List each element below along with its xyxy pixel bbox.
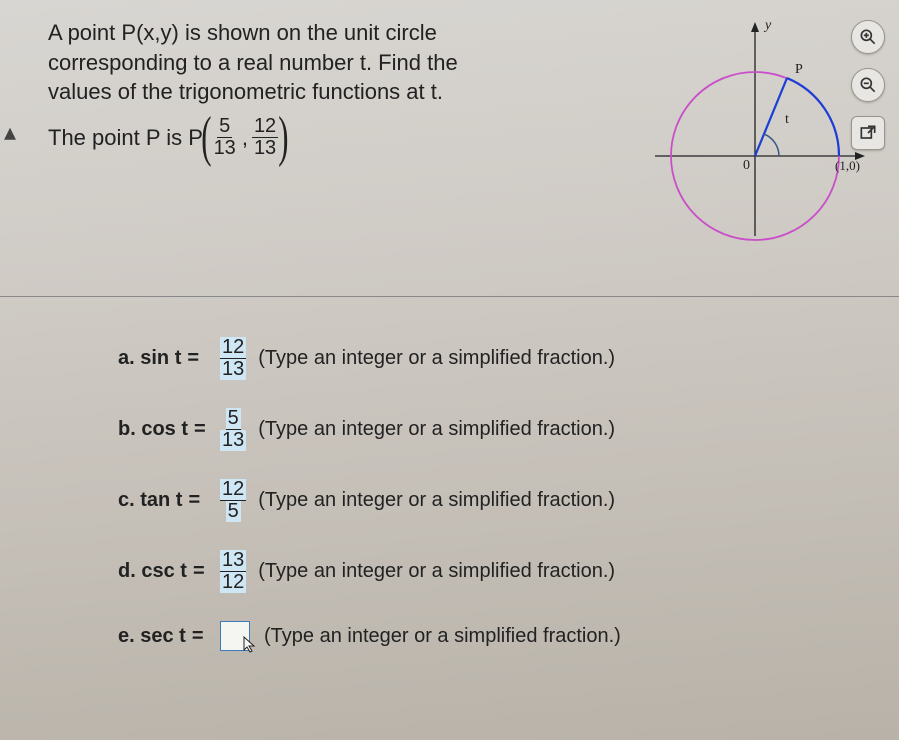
py-den: 13 (252, 138, 278, 159)
p-label: P (795, 62, 803, 78)
cursor-icon (242, 635, 260, 653)
answer-row-d: d. csc t = 13 12 (Type an integer or a s… (118, 550, 879, 593)
point-definition: The point P is P ( 5 13 , 12 13 ) (48, 115, 625, 160)
answer-b-value[interactable]: 5 13 (220, 408, 246, 451)
origin-label: 0 (743, 158, 750, 174)
px-fraction: 5 13 (212, 116, 238, 159)
prompt-line-3: values of the trigonometric functions at… (48, 77, 625, 107)
unit-circle-svg (649, 18, 879, 248)
unit-circle-figure: y x P t 0 (1,0) (649, 18, 879, 248)
answers-list: a. sin t = 12 13 (Type an integer or a s… (48, 327, 879, 651)
scroll-up-indicator: ▴ (4, 118, 16, 147)
open-external-icon (858, 123, 878, 143)
hint-e: (Type an integer or a simplified fractio… (264, 625, 621, 648)
answer-row-a: a. sin t = 12 13 (Type an integer or a s… (118, 337, 879, 380)
prompt-line-1: A point P(x,y) is shown on the unit circ… (48, 18, 625, 48)
py-fraction: 12 13 (252, 116, 278, 159)
open-external-button[interactable] (851, 116, 885, 150)
problem-content: A point P(x,y) is shown on the unit circ… (0, 0, 899, 651)
tool-buttons (851, 20, 885, 150)
answer-row-c: c. tan t = 12 5 (Type an integer or a si… (118, 479, 879, 522)
problem-header: A point P(x,y) is shown on the unit circ… (48, 18, 879, 248)
y-axis-label: y (765, 18, 771, 34)
close-paren: ) (278, 115, 288, 160)
answer-row-e: e. sec t = (Type an integer or a simplif… (118, 621, 879, 651)
answer-label-d: d. csc t = (118, 560, 218, 583)
zoom-out-button[interactable] (851, 68, 885, 102)
answer-label-c: c. tan t = (118, 489, 218, 512)
zoom-in-button[interactable] (851, 20, 885, 54)
open-paren: ( (201, 115, 211, 160)
section-divider (0, 296, 899, 297)
answer-d-value[interactable]: 13 12 (220, 550, 246, 593)
answer-label-b: b. cos t = (118, 418, 218, 441)
hint-b: (Type an integer or a simplified fractio… (258, 418, 615, 441)
zoom-out-icon (858, 75, 878, 95)
problem-prompt: A point P(x,y) is shown on the unit circ… (48, 18, 625, 160)
answer-row-b: b. cos t = 5 13 (Type an integer or a si… (118, 408, 879, 451)
zoom-in-icon (858, 27, 878, 47)
py-num: 12 (252, 116, 278, 138)
px-den: 13 (212, 138, 238, 159)
answer-a-value[interactable]: 12 13 (220, 337, 246, 380)
answer-label-e: e. sec t = (118, 625, 218, 648)
point-prefix: The point P is P (48, 123, 203, 153)
hint-a: (Type an integer or a simplified fractio… (258, 347, 615, 370)
answer-label-a: a. sin t = (118, 347, 218, 370)
answer-c-value[interactable]: 12 5 (220, 479, 246, 522)
coord-comma: , (242, 123, 248, 153)
hint-c: (Type an integer or a simplified fractio… (258, 489, 615, 512)
point-1-0: (1,0) (835, 158, 860, 174)
px-num: 5 (217, 116, 232, 138)
prompt-line-2: corresponding to a real number t. Find t… (48, 48, 625, 78)
t-label: t (785, 112, 789, 128)
hint-d: (Type an integer or a simplified fractio… (258, 560, 615, 583)
